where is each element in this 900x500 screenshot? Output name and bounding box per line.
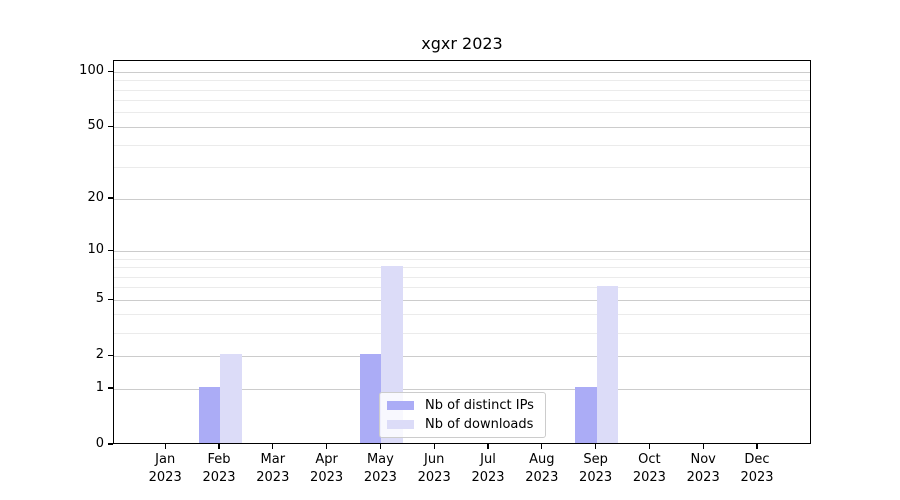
x-tick-label: May 2023	[363, 452, 397, 485]
y-tick	[108, 298, 113, 300]
gridline-minor	[114, 167, 810, 169]
x-tick	[541, 444, 543, 449]
gridline-minor	[114, 258, 810, 260]
y-tick	[108, 197, 113, 199]
y-tick	[108, 125, 113, 127]
gridline-minor	[114, 287, 810, 289]
plot-area	[113, 60, 811, 444]
x-tick-label: Jan 2023	[148, 452, 182, 485]
gridline-major	[114, 388, 810, 390]
chart-title: xgxr 2023	[421, 34, 503, 53]
x-tick-label: Apr 2023	[310, 452, 344, 485]
gridline-minor	[114, 112, 810, 114]
legend-label-distinct-ips: Nb of distinct IPs	[425, 398, 534, 413]
gridline-major	[114, 355, 810, 357]
legend-swatch-distinct-ips	[387, 401, 414, 410]
y-tick-label: 1	[95, 380, 104, 395]
x-tick	[433, 444, 435, 449]
x-tick-label: Aug 2023	[525, 452, 559, 485]
x-tick	[164, 444, 166, 449]
gridline-major	[114, 198, 810, 200]
y-tick	[108, 354, 113, 356]
y-tick-label: 20	[87, 190, 104, 206]
x-tick	[648, 444, 650, 449]
gridline-major	[114, 71, 810, 73]
gridline-minor	[114, 144, 810, 146]
x-tick	[756, 444, 758, 449]
gridline-major	[114, 299, 810, 301]
x-tick	[487, 444, 489, 449]
x-tick	[272, 444, 274, 449]
gridline-major	[114, 126, 810, 128]
gridline-minor	[114, 276, 810, 278]
x-tick-label: Sep 2023	[579, 452, 613, 485]
bar-distinct-ips-may	[359, 354, 382, 443]
x-tick-label: Oct 2023	[632, 452, 666, 485]
x-tick-label: Feb 2023	[202, 452, 236, 485]
x-tick	[379, 444, 381, 449]
y-tick	[108, 70, 113, 72]
y-tick-label: 10	[87, 242, 104, 258]
legend-label-downloads: Nb of downloads	[425, 417, 534, 432]
x-tick-label: Nov 2023	[686, 452, 720, 485]
x-tick-label: Dec 2023	[740, 452, 774, 485]
y-tick-label: 2	[95, 347, 104, 363]
y-tick	[108, 387, 113, 389]
legend: Nb of distinct IPs Nb of downloads	[379, 392, 546, 438]
y-tick	[108, 249, 113, 251]
gridline-minor	[114, 267, 810, 268]
gridline-minor	[114, 332, 810, 334]
x-tick	[326, 444, 328, 449]
bar-downloads-feb	[220, 354, 242, 443]
x-tick	[218, 444, 220, 449]
bar-distinct-ips-feb	[198, 387, 220, 443]
legend-item-downloads: Nb of downloads	[387, 417, 538, 432]
legend-item-distinct-ips: Nb of distinct IPs	[387, 398, 538, 413]
gridline-minor	[114, 89, 810, 91]
gridline-major	[114, 250, 810, 252]
bar-downloads-sep	[596, 285, 619, 443]
x-tick	[595, 444, 597, 449]
x-tick	[702, 444, 704, 449]
x-tick-label: Mar 2023	[256, 452, 290, 485]
y-tick-label: 0	[95, 436, 104, 451]
legend-swatch-downloads	[387, 420, 414, 429]
bar-distinct-ips-sep	[575, 387, 597, 443]
gridline-minor	[114, 100, 810, 102]
x-tick-label: Jul 2023	[471, 452, 505, 485]
gridline-minor	[114, 314, 810, 316]
y-tick	[108, 443, 113, 445]
gridline-minor	[114, 80, 810, 82]
x-tick-label: Jun 2023	[417, 452, 451, 485]
y-tick-label: 50	[87, 118, 104, 134]
y-tick-label: 100	[79, 63, 104, 79]
y-tick-label: 5	[95, 291, 104, 307]
